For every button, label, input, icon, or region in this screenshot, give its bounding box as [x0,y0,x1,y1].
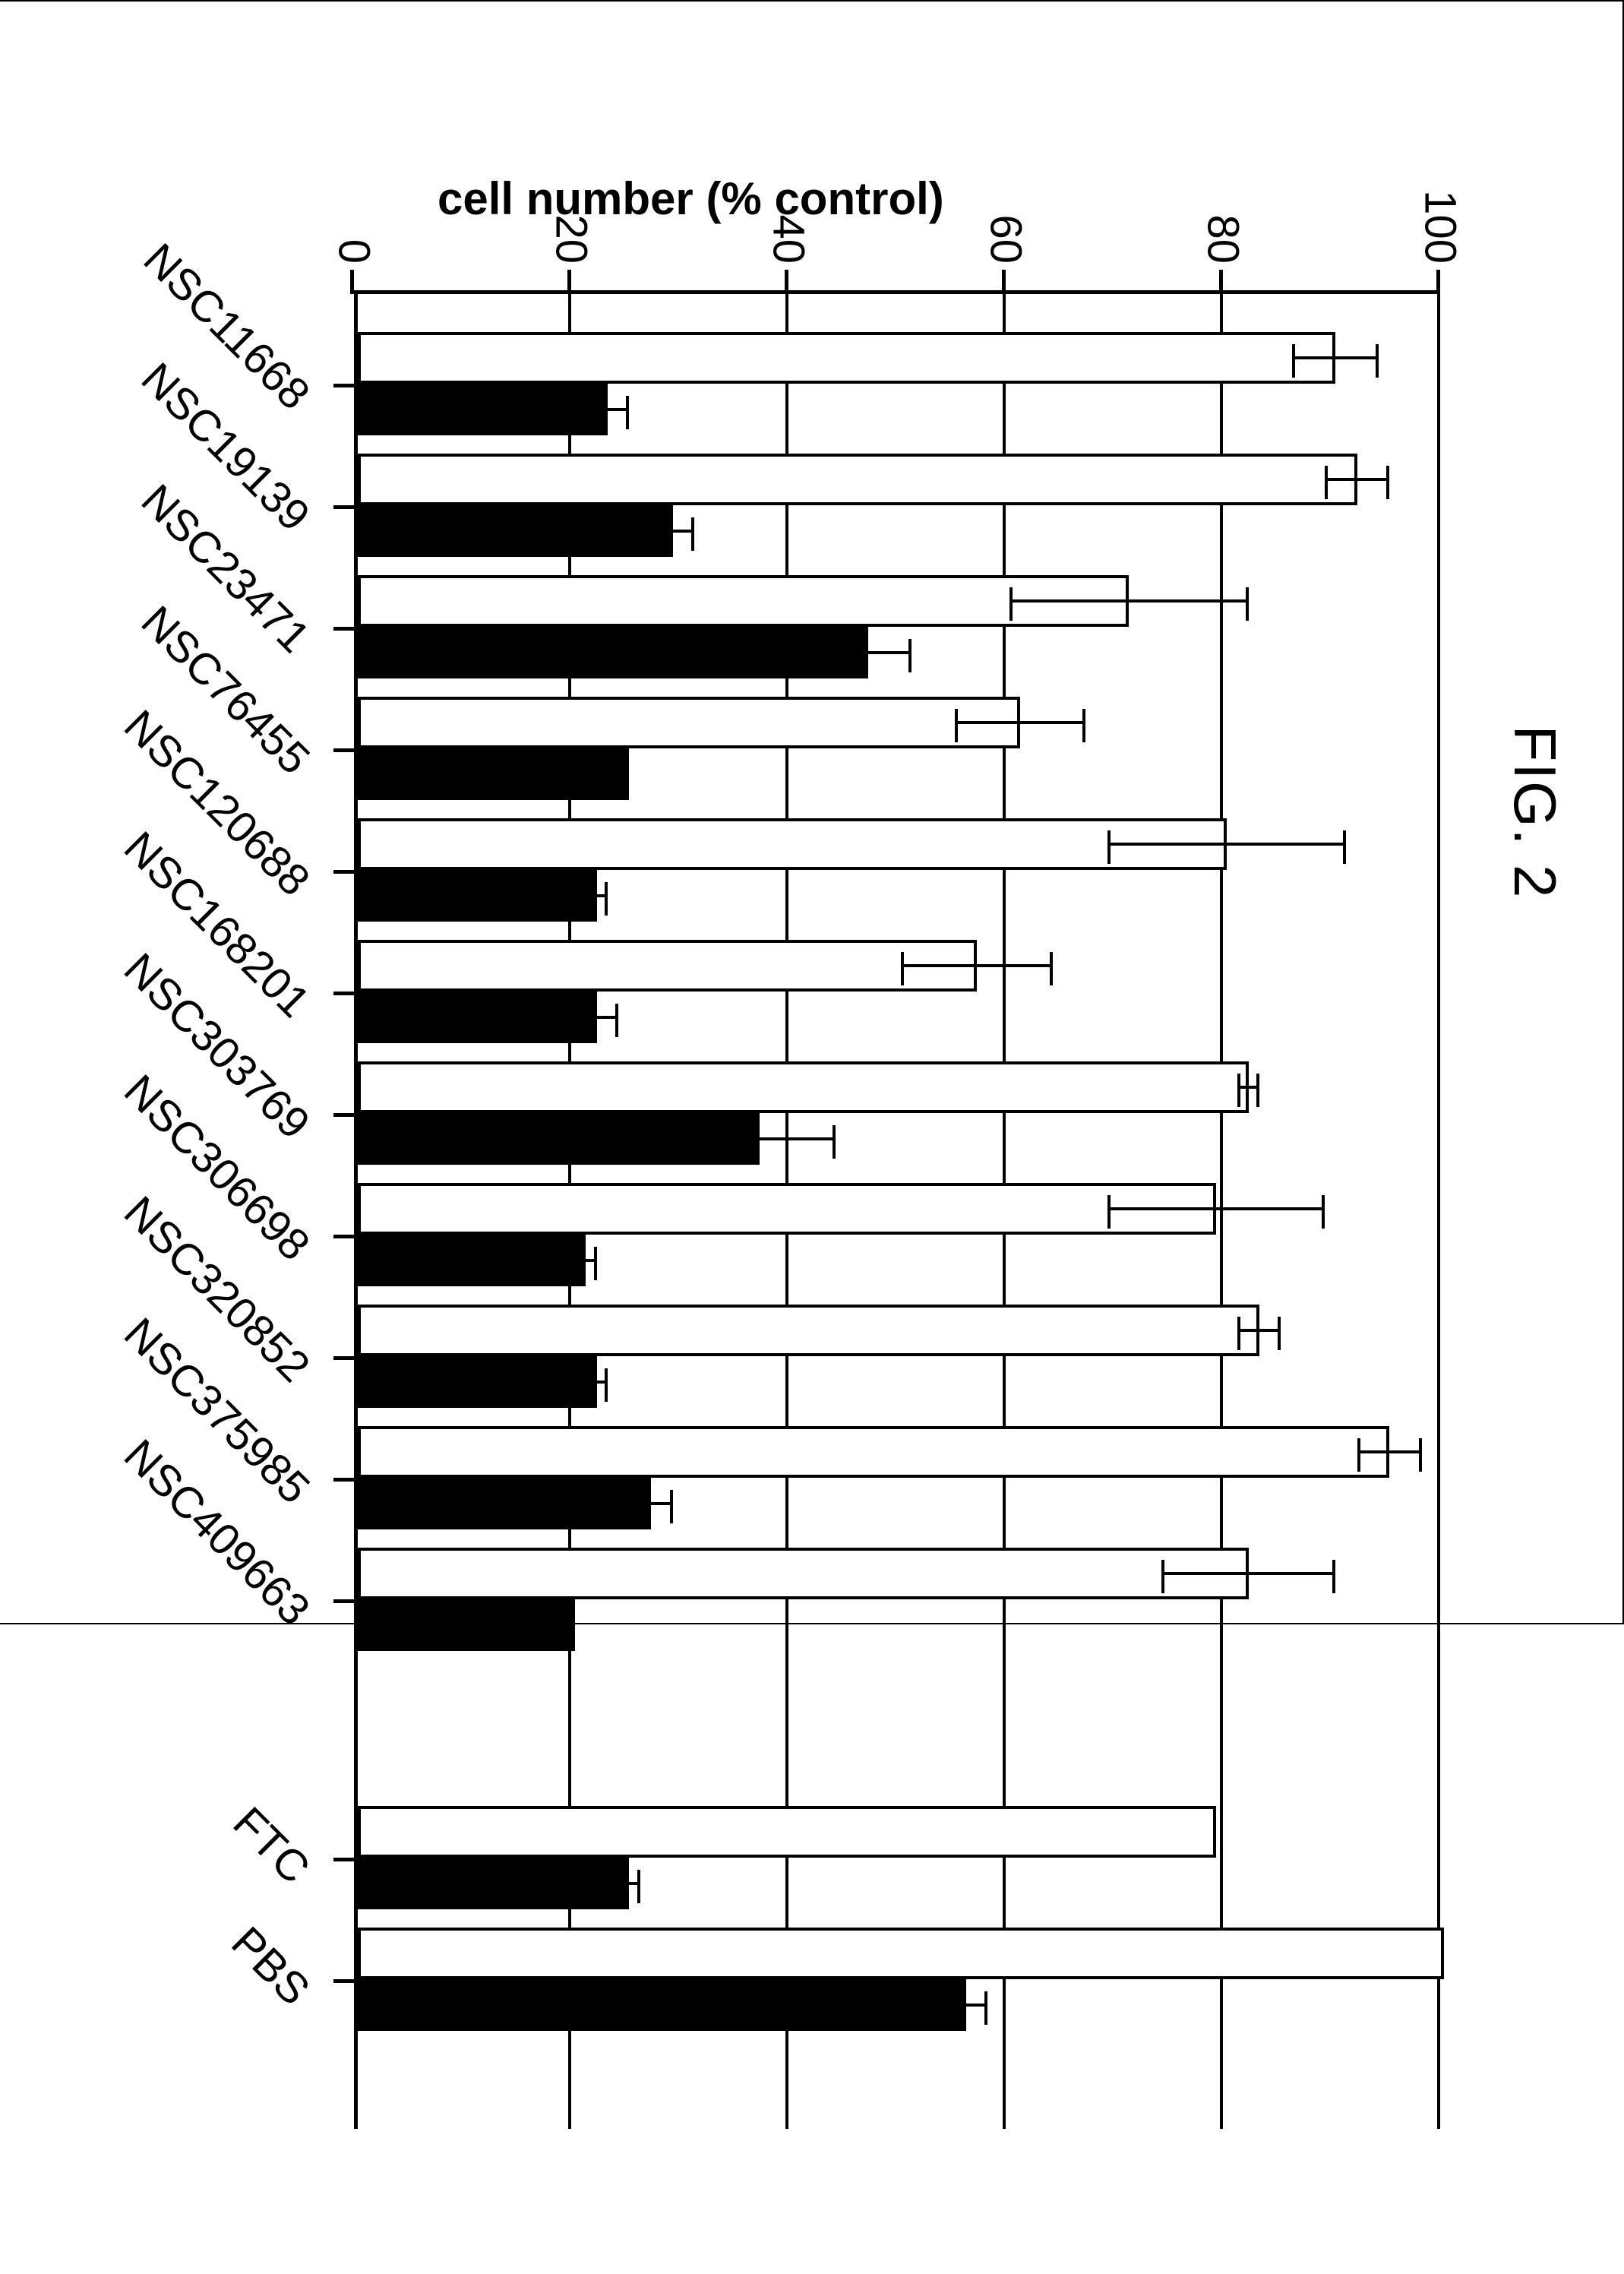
bar-group [358,818,1444,932]
x-tick [333,1356,358,1360]
bar-series-a [358,1928,1444,1979]
bar-group [358,575,1444,689]
y-tick-label: 0 [329,239,380,264]
bar-series-b [358,1599,575,1651]
y-tick-label: 80 [1198,214,1249,264]
x-tick [333,748,358,752]
y-tick [350,270,354,294]
error-bar [684,1137,836,1140]
error-bar [630,1502,673,1505]
bar-group [358,1928,1444,2042]
bar-series-b [358,627,868,678]
y-tick-label: 60 [981,214,1032,264]
bar-group [358,940,1444,1054]
y-tick-label: 100 [1415,190,1466,264]
error-bar [901,964,1053,967]
error-bar [651,530,694,533]
error-bar [944,2004,987,2007]
bar-series-a [358,1548,1249,1599]
error-bar [825,651,912,654]
error-bar [586,1381,608,1384]
x-tick [333,505,358,509]
y-axis-title: cell number (% control) [438,172,944,225]
bar-series-a [358,454,1357,505]
bar-series-a [358,1061,1249,1113]
y-tick [785,270,788,294]
y-tick-label: 40 [763,214,814,264]
bar-series-a [358,1426,1390,1478]
error-bar [618,1882,640,1885]
x-tick [333,870,358,874]
x-tick [333,627,358,631]
bar-series-a [358,1806,1216,1858]
x-tick [333,1113,358,1117]
bar-series-b [358,1478,651,1529]
bar-group [358,1061,1444,1175]
error-bar [1292,356,1379,359]
bar-group [358,1426,1444,1540]
x-tick [333,1599,358,1603]
x-tick [333,1979,358,1983]
error-bar [956,721,1086,724]
x-tick [333,1235,358,1238]
bar-series-a [358,697,1020,748]
bar-series-b [358,1235,586,1286]
error-bar [1237,1329,1281,1332]
error-bar [1107,1207,1325,1210]
error-bar [1107,843,1347,846]
bar-series-b [358,1858,630,1909]
figure-container: FIG. 2 cell number (% control) 0 20 40 60 80… [0,0,1624,1624]
x-tick [333,1858,358,1861]
y-tick [1436,270,1440,294]
error-bar [586,894,608,897]
x-tick [333,384,358,387]
error-bar [1009,599,1249,602]
bar-group [358,454,1444,568]
bar-series-b [358,992,597,1043]
y-tick [1002,270,1006,294]
bar-series-b [358,1356,597,1408]
bar-series-a [358,818,1227,870]
error-bar [575,1016,618,1019]
bar-series-b [358,384,608,435]
bar-group [358,1548,1444,1662]
figure-title: FIG. 2 [1500,2,1569,1623]
bar-series-a [358,1183,1216,1235]
bar-series-b [358,505,673,557]
bar-series-b [358,1979,966,2031]
bar-group [358,1305,1444,1418]
error-bar [1161,1572,1335,1575]
landscape-frame: FIG. 2 cell number (% control) 020406080… [0,2,1622,2274]
bar-series-a [358,1305,1259,1356]
error-bar [1237,1086,1259,1089]
error-bar [1357,1450,1423,1453]
bar-series-b [358,748,630,800]
bar-group [358,1806,1444,1920]
bar-group [358,697,1444,811]
bar-series-a [358,940,977,992]
x-tick [333,992,358,995]
y-tick [567,270,571,294]
bar-series-a [358,332,1335,384]
error-bar [1325,478,1390,481]
chart-plot-area: 020406080100NSC11668NSC19139NSC23471NSC7… [354,290,1440,2129]
x-tick [333,1478,358,1482]
error-bar [586,408,629,411]
bar-group [358,1183,1444,1297]
y-tick-label: 20 [546,214,597,264]
error-bar [575,1259,597,1262]
bar-series-b [358,870,597,922]
bar-group [358,332,1444,446]
y-tick [1219,270,1223,294]
